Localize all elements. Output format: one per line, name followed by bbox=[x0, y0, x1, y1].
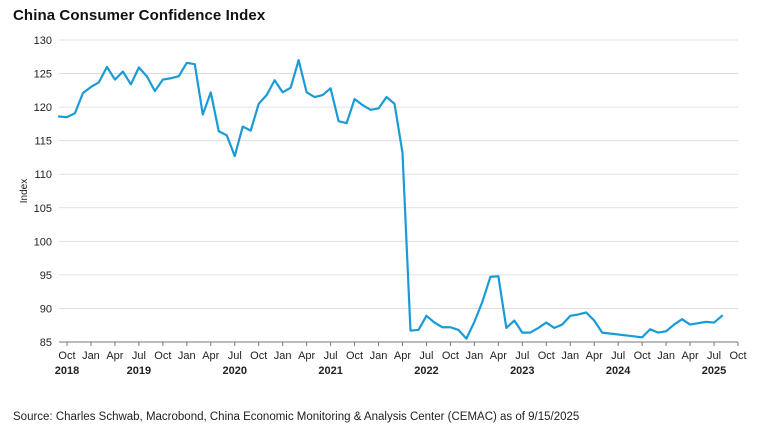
y-tick-label: 130 bbox=[34, 35, 52, 47]
gridlines bbox=[59, 39, 738, 343]
x-tick-label: Jan bbox=[466, 350, 484, 362]
x-tick-label: Apr bbox=[106, 350, 123, 362]
x-axis-ticks: Oct Jan Apr Jul Oct Jan Apr Jul Oct Jan Apr Jul Oct J… bbox=[55, 342, 747, 377]
x-tick-label: Jul bbox=[324, 350, 338, 362]
x-year-label: 2020 bbox=[222, 365, 246, 377]
y-tick-label: 110 bbox=[34, 169, 52, 181]
x-tick-label: Jan bbox=[657, 350, 675, 362]
y-axis-title: Index bbox=[19, 179, 30, 203]
y-tick-label: 120 bbox=[34, 102, 52, 114]
x-tick-label: Apr bbox=[682, 350, 699, 362]
y-tick-label: 90 bbox=[40, 303, 52, 315]
x-tick-label: Apr bbox=[586, 350, 603, 362]
x-tick-label: Oct bbox=[634, 350, 651, 362]
y-tick-label: 85 bbox=[40, 337, 52, 349]
series-layer bbox=[57, 59, 724, 340]
x-tick-label: Jul bbox=[707, 350, 721, 362]
y-tick-label: 125 bbox=[34, 69, 52, 81]
x-tick-label: Apr bbox=[490, 350, 507, 362]
x-tick-label: Apr bbox=[202, 350, 219, 362]
x-tick-label: Oct bbox=[250, 350, 267, 362]
x-tick-label: Jul bbox=[611, 350, 625, 362]
source-note: Source: Charles Schwab, Macrobond, China… bbox=[13, 411, 580, 423]
x-year-label: 2024 bbox=[606, 365, 631, 377]
x-year-label: 2023 bbox=[510, 365, 534, 377]
x-tick-label: Jan bbox=[82, 350, 100, 362]
x-tick-label: Oct bbox=[58, 350, 75, 362]
x-year-label: 2021 bbox=[318, 365, 342, 377]
x-year-label: 2018 bbox=[55, 365, 79, 377]
x-tick-label: Jul bbox=[419, 350, 433, 362]
y-tick-label: 105 bbox=[34, 203, 52, 215]
x-tick-label: Jan bbox=[274, 350, 292, 362]
x-tick-label: Oct bbox=[154, 350, 171, 362]
x-tick-label: Oct bbox=[442, 350, 459, 362]
y-tick-label: 115 bbox=[34, 136, 52, 148]
x-tick-label: Jan bbox=[561, 350, 579, 362]
x-tick-label: Jul bbox=[228, 350, 242, 362]
x-year-label: 2025 bbox=[702, 365, 726, 377]
x-tick-label: Oct bbox=[729, 350, 746, 362]
x-tick-label: Jul bbox=[132, 350, 146, 362]
x-tick-label: Apr bbox=[394, 350, 411, 362]
x-tick-label: Jul bbox=[515, 350, 529, 362]
x-tick-label: Jan bbox=[178, 350, 196, 362]
chart-title: China Consumer Confidence Index bbox=[13, 7, 266, 24]
x-tick-label: Oct bbox=[346, 350, 363, 362]
y-axis-ticks: 85 90 95 100 105 110 115 120 125 130 bbox=[34, 35, 52, 349]
x-tick-label: Jan bbox=[370, 350, 388, 362]
x-tick-label: Apr bbox=[298, 350, 315, 362]
y-tick-label: 95 bbox=[40, 270, 52, 282]
series-line bbox=[57, 59, 724, 340]
x-tick-label: Oct bbox=[538, 350, 555, 362]
x-year-label: 2019 bbox=[127, 365, 151, 377]
x-year-label: 2022 bbox=[414, 365, 438, 377]
y-tick-label: 100 bbox=[34, 236, 52, 248]
